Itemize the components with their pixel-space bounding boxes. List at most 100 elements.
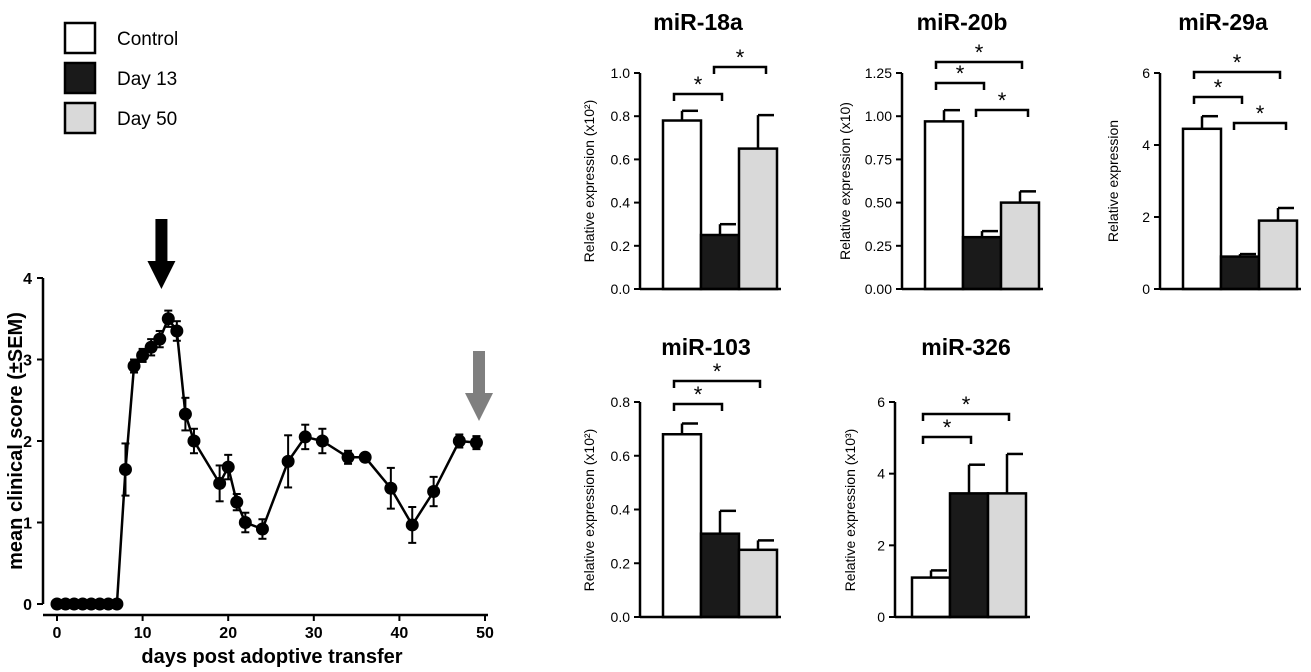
data-point xyxy=(118,463,132,477)
bar-Control xyxy=(1181,127,1223,291)
bar-Day 50 xyxy=(999,201,1041,291)
data-point xyxy=(144,340,158,354)
legend-label: Day 50 xyxy=(117,109,177,130)
bar-chart-miR-29a: miR-29a Relative expression 0 2 4 6 * * * xyxy=(1105,9,1301,297)
panel-title: miR-103 xyxy=(661,334,750,360)
y-tick-label: 0.8 xyxy=(611,394,631,410)
y-tick-label: 0.2 xyxy=(611,238,631,254)
panel-title: miR-326 xyxy=(921,334,1010,360)
data-point xyxy=(161,312,175,326)
y-tick-label: 0 xyxy=(877,609,885,625)
significance-star: * xyxy=(713,359,722,384)
significance-star: * xyxy=(694,382,703,407)
significance-star: * xyxy=(1233,50,1242,75)
data-point xyxy=(298,430,312,444)
bar-Day 13 xyxy=(961,235,1003,291)
y-tick-label: 3 xyxy=(23,353,32,370)
x-tick-label: 40 xyxy=(391,625,409,642)
significance-bracket xyxy=(672,92,724,101)
y-tick-label: 6 xyxy=(877,394,885,410)
significance-star: * xyxy=(975,40,984,65)
data-point xyxy=(153,332,167,346)
significance-star: * xyxy=(694,72,703,97)
y-tick-label: 0.50 xyxy=(865,195,892,211)
x-tick-label: 0 xyxy=(53,625,62,642)
y-tick-label: 6 xyxy=(1142,65,1150,81)
y-axis-label: Relative expression (x10) xyxy=(837,102,853,260)
legend-swatch xyxy=(63,101,97,135)
y-tick-label: 2 xyxy=(1142,209,1150,225)
y-axis-label: Relative expression (x10²) xyxy=(581,100,597,263)
arrow-annotation xyxy=(465,351,494,421)
y-tick-label: 1.00 xyxy=(865,108,892,124)
bar-Day 13 xyxy=(1219,255,1261,291)
data-point xyxy=(110,597,124,611)
y-axis-label: Relative expression (x10²) xyxy=(581,429,597,592)
bar-Control xyxy=(661,119,703,291)
y-axis-label: Relative expression (x10³) xyxy=(842,429,858,592)
legend-label: Control xyxy=(117,29,178,50)
data-point xyxy=(238,516,252,529)
data-point xyxy=(405,518,419,532)
significance-bracket xyxy=(921,412,1011,421)
bar-Day 50 xyxy=(1257,219,1299,291)
significance-bracket xyxy=(1232,121,1288,130)
y-axis-label: Relative expression xyxy=(1105,120,1121,242)
x-tick-label: 20 xyxy=(219,625,237,642)
y-axis-label: mean clinical score (±SEM) xyxy=(5,312,27,570)
y-tick-label: 0.6 xyxy=(611,448,631,464)
data-point xyxy=(178,407,192,421)
data-point xyxy=(452,434,466,448)
significance-star: * xyxy=(962,392,971,417)
significance-star: * xyxy=(736,45,745,70)
bar-Day 13 xyxy=(699,532,741,619)
y-tick-label: 4 xyxy=(877,466,885,482)
bar-chart-miR-326: miR-326 Relative expression (x10³) 0 2 4 6 * * xyxy=(842,334,1030,625)
y-tick-label: 0.0 xyxy=(611,281,631,297)
significance-bracket xyxy=(712,65,768,74)
y-tick-label: 0 xyxy=(1142,281,1150,297)
data-point xyxy=(170,324,184,338)
data-point xyxy=(187,434,201,448)
data-point xyxy=(230,495,244,509)
significance-bracket xyxy=(934,81,986,90)
significance-bracket xyxy=(934,60,1024,69)
significance-bracket xyxy=(921,435,973,444)
y-tick-label: 0.25 xyxy=(865,238,892,254)
significance-star: * xyxy=(1214,75,1223,100)
bar-chart-miR-18a: miR-18a Relative expression (x10²) 0.0 0.2 0… xyxy=(581,9,781,297)
legend-item: Day 50 xyxy=(63,101,177,135)
bar-Day 13 xyxy=(948,492,990,619)
significance-star: * xyxy=(998,88,1007,113)
bar-Control xyxy=(910,576,952,619)
legend-item: Control xyxy=(63,21,178,55)
panel-title: miR-20b xyxy=(917,9,1008,35)
data-point xyxy=(136,348,150,362)
y-tick-label: 1.25 xyxy=(865,65,892,81)
data-point xyxy=(341,450,355,464)
x-tick-label: 50 xyxy=(476,625,494,642)
data-point xyxy=(427,485,441,499)
significance-star: * xyxy=(1256,101,1265,126)
y-tick-label: 0.4 xyxy=(611,502,631,518)
bar-chart-miR-20b: miR-20b Relative expression (x10) 0.00 0.25… xyxy=(837,9,1043,297)
bar-Control xyxy=(923,120,965,291)
bar-Day 50 xyxy=(737,548,779,619)
y-tick-label: 4 xyxy=(1142,137,1150,153)
legend-swatch xyxy=(63,61,97,95)
bar-chart-miR-103: miR-103 Relative expression (x10²) 0.0 0.2 0… xyxy=(581,334,781,625)
bar-Control xyxy=(661,433,703,619)
y-tick-label: 2 xyxy=(877,537,885,553)
y-tick-label: 0 xyxy=(23,597,32,614)
y-tick-label: 0.6 xyxy=(611,151,631,167)
y-tick-label: 0.75 xyxy=(865,151,892,167)
y-tick-label: 0.2 xyxy=(611,555,631,571)
y-tick-label: 0.8 xyxy=(611,108,631,124)
y-tick-label: 0.00 xyxy=(865,281,892,297)
x-axis-label: days post adoptive transfer xyxy=(141,646,402,668)
y-tick-label: 0.0 xyxy=(611,609,631,625)
data-point xyxy=(469,436,483,450)
y-tick-label: 1 xyxy=(23,516,32,533)
